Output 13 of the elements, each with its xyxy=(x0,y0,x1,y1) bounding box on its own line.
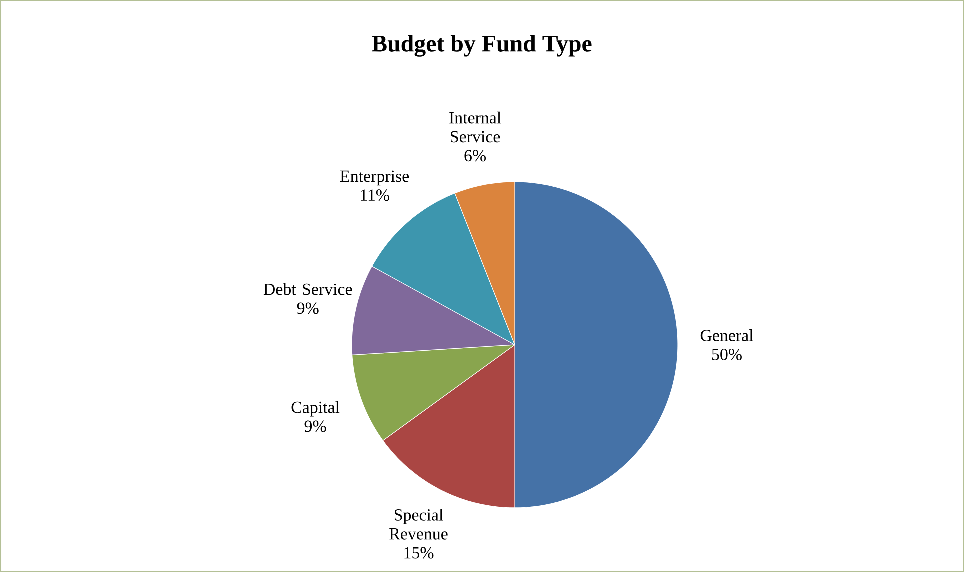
data-label: 15% xyxy=(404,547,434,559)
slice-label: Special Revenue xyxy=(390,508,448,540)
slice-label: Capital xyxy=(292,401,340,417)
slice-label: Internal Service xyxy=(450,112,502,143)
data-label: 50% xyxy=(712,348,742,360)
slice-label: Debt Service xyxy=(264,283,352,296)
data-label: 6% xyxy=(464,150,486,162)
data-label: 11% xyxy=(361,190,390,202)
chart-title: Budget by Fund Type xyxy=(372,35,592,57)
slice-label: Enterprise xyxy=(340,170,410,186)
data-label: 9% xyxy=(297,302,319,314)
slice-label: General xyxy=(700,330,754,342)
data-label: 9% xyxy=(304,420,326,432)
